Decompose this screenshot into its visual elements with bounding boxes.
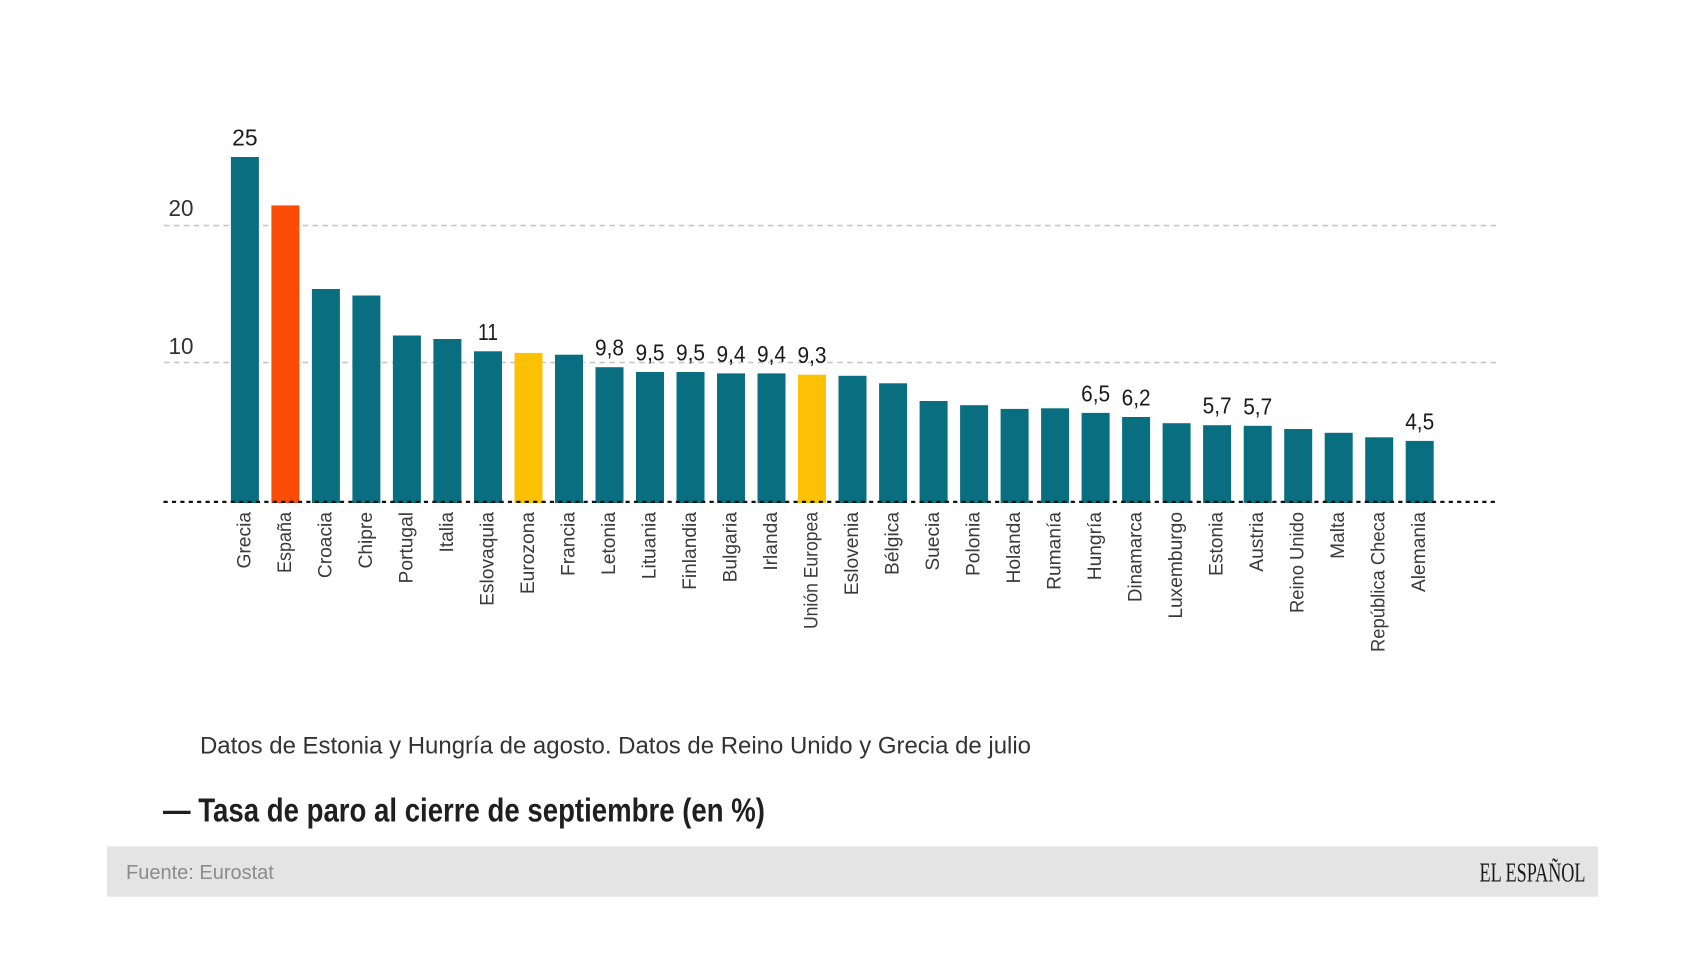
- svg-text:— Tasa de paro al cierre de se: — Tasa de paro al cierre de septiembre (…: [163, 792, 765, 829]
- svg-text:Francia: Francia: [559, 512, 580, 576]
- svg-text:Letonia: Letonia: [599, 512, 620, 575]
- svg-text:6,2: 6,2: [1122, 385, 1151, 411]
- svg-text:Irlanda: Irlanda: [761, 512, 782, 571]
- svg-text:9,4: 9,4: [717, 341, 746, 367]
- svg-text:Grecia: Grecia: [234, 512, 255, 569]
- svg-text:Fuente: Eurostat: Fuente: Eurostat: [126, 862, 274, 884]
- svg-text:5,7: 5,7: [1203, 393, 1232, 419]
- svg-text:Eslovenia: Eslovenia: [842, 512, 863, 596]
- svg-text:Rumanía: Rumanía: [1045, 512, 1066, 590]
- svg-text:Estonia: Estonia: [1207, 512, 1228, 576]
- svg-text:Holanda: Holanda: [1004, 512, 1025, 584]
- svg-text:EL ESPAÑOL: EL ESPAÑOL: [1480, 858, 1586, 888]
- svg-text:Datos de Estonia y Hungría de: Datos de Estonia y Hungría de agosto. Da…: [200, 733, 1031, 760]
- svg-text:9,5: 9,5: [676, 340, 705, 366]
- svg-text:9,8: 9,8: [595, 335, 624, 361]
- svg-text:España: España: [275, 512, 296, 573]
- svg-text:9,5: 9,5: [636, 340, 665, 366]
- svg-text:5,7: 5,7: [1243, 393, 1272, 419]
- svg-text:Croacia: Croacia: [315, 512, 336, 578]
- svg-text:9,4: 9,4: [757, 341, 786, 367]
- svg-text:Suecia: Suecia: [923, 512, 944, 571]
- svg-text:Portugal: Portugal: [396, 512, 417, 583]
- svg-text:Luxemburgo: Luxemburgo: [1166, 512, 1187, 619]
- svg-text:Bulgaria: Bulgaria: [721, 512, 742, 583]
- svg-text:9,3: 9,3: [798, 342, 827, 368]
- svg-text:Chipre: Chipre: [356, 512, 377, 569]
- svg-text:Italia: Italia: [437, 512, 458, 553]
- svg-text:Alemania: Alemania: [1409, 512, 1430, 592]
- svg-text:Unión Europea: Unión Europea: [802, 512, 823, 629]
- svg-text:Reino Unido: Reino Unido: [1288, 512, 1309, 613]
- svg-text:Polonia: Polonia: [964, 512, 985, 576]
- svg-text:Hungría: Hungría: [1085, 512, 1106, 581]
- svg-text:Eslovaquia: Eslovaquia: [478, 512, 499, 606]
- svg-text:20: 20: [169, 195, 194, 221]
- svg-text:11: 11: [478, 319, 498, 345]
- svg-text:25: 25: [232, 125, 258, 151]
- svg-text:Austria: Austria: [1247, 512, 1268, 572]
- svg-text:4,5: 4,5: [1405, 408, 1434, 434]
- svg-text:Finlandia: Finlandia: [680, 512, 701, 590]
- svg-text:Bélgica: Bélgica: [883, 512, 904, 575]
- svg-text:6,5: 6,5: [1081, 380, 1110, 406]
- svg-text:República Checa: República Checa: [1369, 512, 1390, 652]
- svg-text:10: 10: [169, 333, 194, 359]
- svg-text:Eurozona: Eurozona: [518, 512, 539, 594]
- svg-text:Dinamarca: Dinamarca: [1126, 512, 1147, 602]
- svg-text:Malta: Malta: [1328, 512, 1349, 559]
- svg-text:Lituania: Lituania: [640, 512, 661, 580]
